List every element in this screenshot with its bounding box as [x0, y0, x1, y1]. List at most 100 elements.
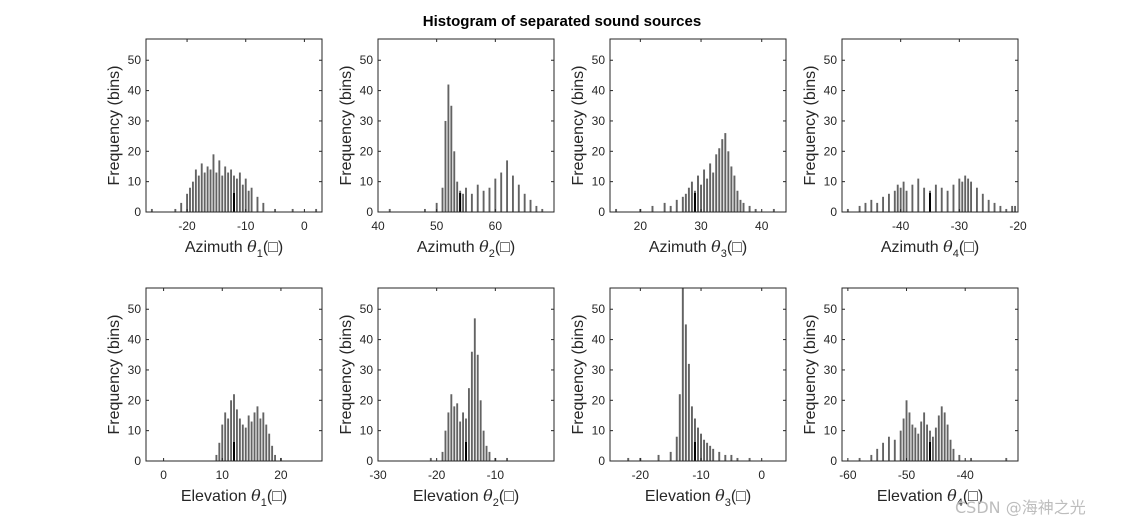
axis-box-az3 [609, 38, 787, 213]
bar-el3-20 [736, 457, 739, 461]
bar-az4-9 [899, 187, 902, 212]
bar-el1-10 [244, 427, 247, 461]
bar-az3-14 [706, 178, 709, 212]
ytick-label-el4-20: 20 [824, 393, 838, 407]
xlabel-el3: Elevation θ3(□) [645, 486, 751, 509]
bar-el1-9 [241, 424, 244, 461]
bar-az3-28 [754, 208, 757, 212]
ylabel-el4: Frequency (bins) [802, 314, 819, 434]
ytick-label-el3-0: 0 [598, 454, 605, 468]
bar-el2-7 [459, 421, 462, 461]
xlabel-sub-az3: 3 [721, 248, 727, 260]
bar-el2-16 [485, 445, 488, 461]
bar-el3-6 [681, 288, 684, 461]
bar-az4-17 [940, 187, 943, 212]
subplot-el2: 0 10 20 30 40 50 -30 -20 -10 Frequency (bins) Elev… [338, 287, 555, 509]
xtick-label-az3-40: 40 [755, 219, 769, 233]
bar-el3-0 [627, 457, 630, 461]
bar-el1-7 [235, 409, 238, 461]
bar-az4-22 [964, 175, 967, 212]
bar-az2-21 [523, 193, 526, 212]
bar-el1-17 [265, 424, 268, 461]
bar-az1-8 [200, 163, 203, 212]
bar-el4-1 [870, 454, 873, 461]
bar-el1-16 [262, 412, 265, 461]
bar-el2-19 [506, 457, 509, 461]
bar-el4-12 [917, 433, 920, 461]
csdn-watermark: CSDN @海神之光 [955, 498, 1086, 517]
bar-az4-11 [905, 190, 908, 212]
bar-az4-5 [882, 196, 885, 212]
xlabel-symbol-az4: θ [943, 237, 953, 256]
ytick-label-az3-50: 50 [592, 53, 606, 67]
bar-az1-28 [274, 208, 277, 212]
ytick-label-az4-30: 30 [824, 114, 838, 128]
ytick-label-el3-10: 10 [592, 424, 606, 438]
bar-el4-21 [943, 412, 946, 461]
xlabel-sub-el4: 4 [957, 497, 963, 509]
ytick-label-az1-20: 20 [128, 144, 142, 158]
bar-az1-5 [191, 181, 194, 212]
bar-el4-24 [952, 448, 955, 461]
bar-el4-22 [946, 424, 949, 461]
xlabel-unit-az1: (□) [263, 239, 283, 256]
xtick-label-el1-20: 20 [274, 468, 288, 482]
xtick-label-az1-0: 0 [301, 219, 308, 233]
bar-az2-2 [435, 202, 438, 212]
bar-az4-24 [970, 181, 973, 212]
axis-box-el3 [609, 287, 787, 462]
bar-az4-0 [846, 208, 849, 212]
bar-el1-0 [215, 454, 218, 461]
bar-az4-31 [1011, 205, 1014, 212]
ytick-label-az1-0: 0 [134, 205, 141, 219]
bar-az3-19 [721, 139, 724, 212]
bar-el3-7 [684, 324, 687, 461]
subplot-az2: 0 10 20 30 40 50 40 50 60 Frequency (bins) Azimuth… [338, 38, 555, 260]
bar-el1-14 [256, 406, 259, 461]
bar-el1-20 [274, 454, 277, 461]
bar-az1-30 [315, 208, 318, 212]
bar-az3-4 [669, 205, 672, 212]
xlabel-el4: Elevation θ4(□) [877, 486, 983, 509]
bar-el3-2 [657, 454, 660, 461]
bar-az2-11 [465, 187, 467, 212]
xtick-label-az3-30: 30 [694, 219, 708, 233]
bar-az3-27 [748, 205, 751, 212]
bar-az3-23 [733, 175, 736, 212]
bar-el4-14 [923, 412, 926, 461]
xlabel-symbol-az2: θ [479, 237, 489, 256]
xtick-label-el3-0: 0 [758, 468, 765, 482]
bar-el2-0 [429, 457, 432, 461]
bar-az1-29 [291, 208, 294, 212]
bar-el3-13 [703, 439, 706, 461]
ytick-label-el4-40: 40 [824, 333, 838, 347]
bar-az1-4 [189, 187, 191, 212]
xlabel-sub-el2: 2 [493, 497, 499, 509]
ylabel-az4: Frequency (bins) [802, 65, 819, 185]
bar-az4-1 [858, 205, 861, 212]
bar-az3-6 [681, 196, 684, 212]
bar-el3-18 [724, 454, 727, 461]
bar-az3-9 [690, 181, 693, 212]
bar-el1-11 [247, 415, 250, 461]
ytick-label-az2-0: 0 [366, 205, 373, 219]
xlabel-symbol-az1: θ [247, 237, 257, 256]
bar-az3-2 [651, 205, 654, 212]
bar-az4-4 [876, 202, 879, 212]
ytick-label-el3-40: 40 [592, 333, 606, 347]
bar-az1-2 [180, 202, 183, 212]
bar-el3-19 [730, 454, 733, 461]
bar-el4-25 [958, 454, 961, 461]
ytick-label-el3-30: 30 [592, 363, 606, 377]
ytick-label-az2-30: 30 [360, 114, 374, 128]
xlabel-main-az1: Azimuth [185, 239, 247, 256]
bar-el4-2 [876, 448, 879, 461]
bar-el2-15 [482, 430, 485, 461]
subplot-az1: 0 10 20 30 40 50 -20 -10 0 Frequency (bins) Azimut… [106, 38, 323, 260]
bar-az2-24 [541, 208, 544, 212]
bar-az1-9 [203, 172, 206, 212]
bar-el2-14 [479, 400, 482, 461]
xtick-label-el4--50: -50 [898, 468, 916, 482]
bar-el1-6 [233, 394, 235, 461]
